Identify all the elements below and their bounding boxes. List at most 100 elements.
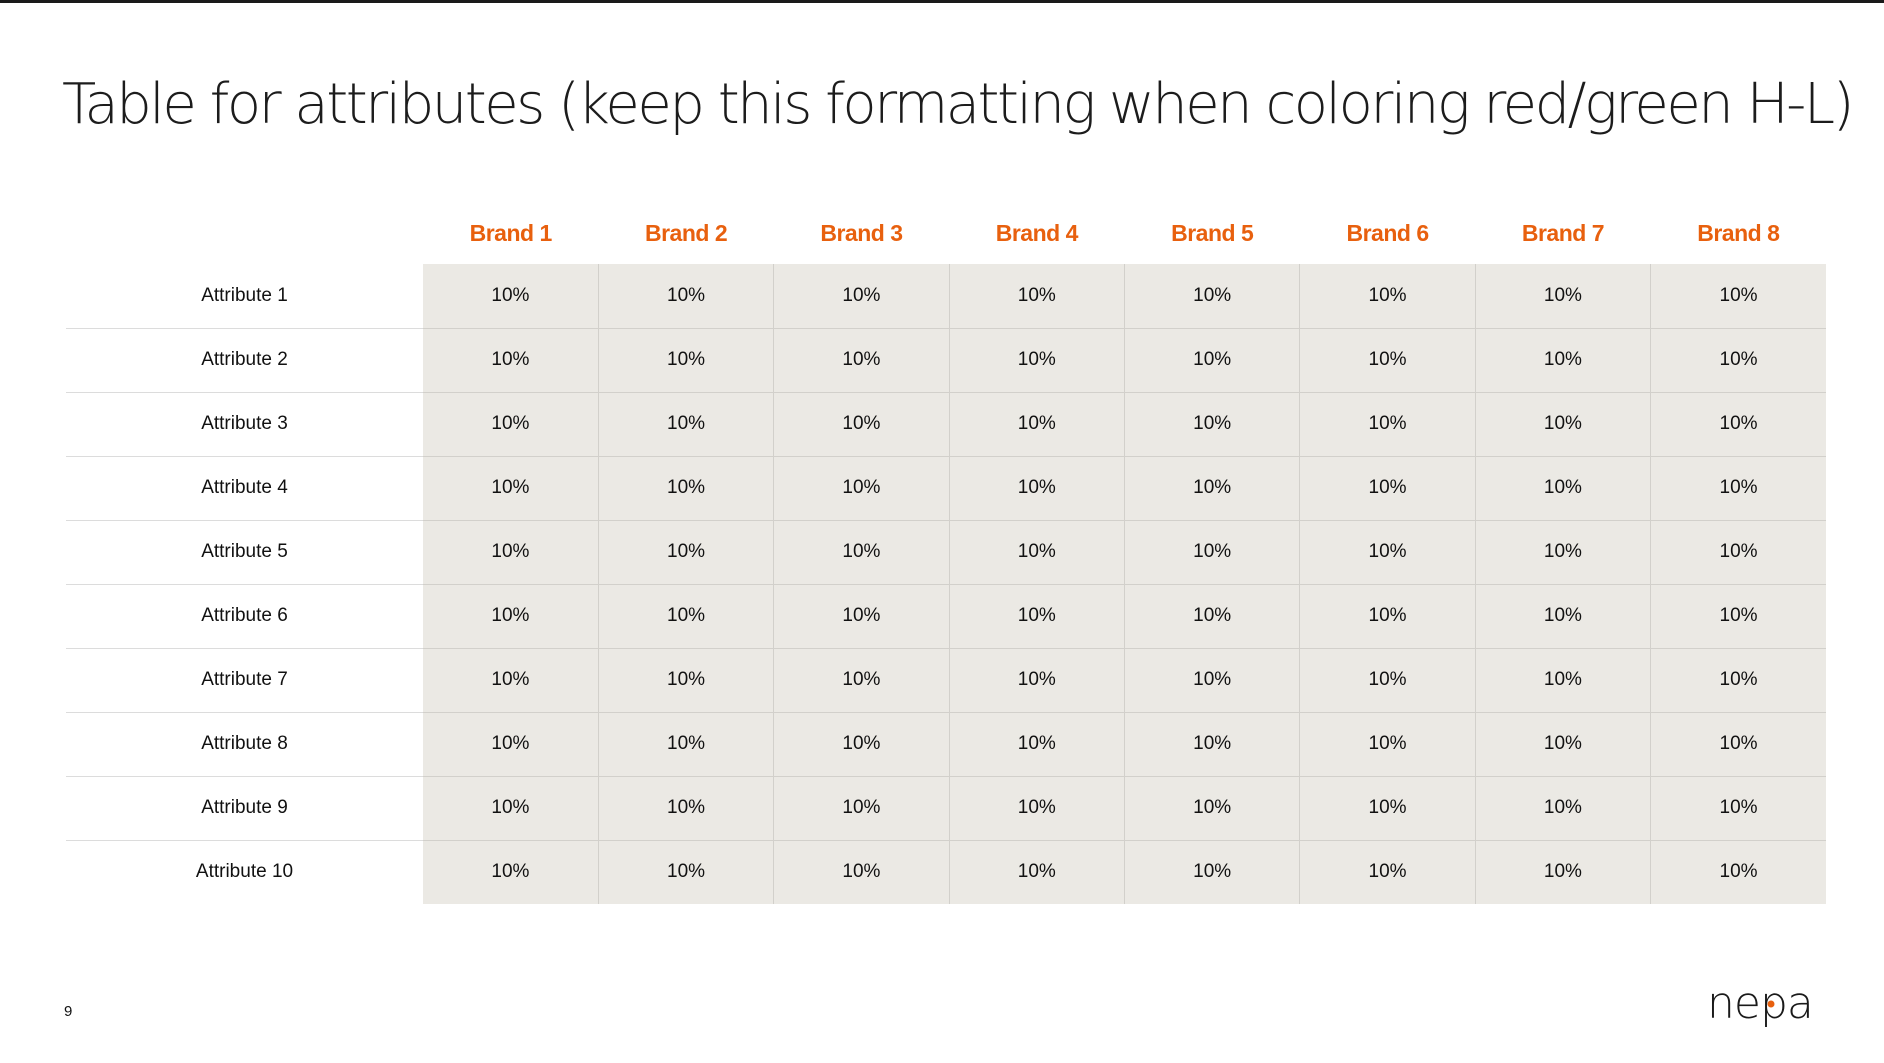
column-header-brand-6: Brand 6 xyxy=(1346,219,1429,246)
table-row: Attribute 8 10% 10% 10% 10% 10% 10% 10% … xyxy=(66,712,1826,777)
table-cell: 10% xyxy=(1650,840,1826,904)
row-label: Attribute 1 xyxy=(66,264,423,329)
table-cell: 10% xyxy=(597,520,774,585)
table-row: Attribute 1 10% 10% 10% 10% 10% 10% 10% … xyxy=(66,264,1826,329)
table-cell: 10% xyxy=(1299,264,1476,329)
table-cell: 10% xyxy=(597,712,774,777)
column-header-brand-2: Brand 2 xyxy=(644,219,728,246)
table-cell: 10% xyxy=(1474,584,1651,649)
nepa-logo: nepa xyxy=(1707,984,1814,1029)
table-row: Attribute 10 10% 10% 10% 10% 10% 10% 10%… xyxy=(66,840,1826,904)
table-cell: 10% xyxy=(1650,328,1826,393)
table-cell: 10% xyxy=(1474,328,1651,393)
table-cell: 10% xyxy=(948,776,1125,841)
table-cell: 10% xyxy=(773,648,950,713)
table-cell: 10% xyxy=(423,776,599,841)
table-cell: 10% xyxy=(423,840,599,904)
table-cell: 10% xyxy=(948,328,1125,393)
table-cell: 10% xyxy=(948,392,1125,457)
table-cell: 10% xyxy=(1123,712,1300,777)
table-cell: 10% xyxy=(1299,584,1476,649)
logo-dot xyxy=(1767,1000,1775,1008)
table-cell: 10% xyxy=(423,520,599,585)
table-cell: 10% xyxy=(423,584,599,649)
logo-text: nepa xyxy=(1707,984,1813,1029)
table-row: Attribute 9 10% 10% 10% 10% 10% 10% 10% … xyxy=(66,776,1826,841)
table-cell: 10% xyxy=(1299,520,1476,585)
table-cell: 10% xyxy=(1650,584,1826,649)
table-cell: 10% xyxy=(597,840,774,904)
row-label: Attribute 6 xyxy=(66,584,423,649)
column-header-brand-7: Brand 7 xyxy=(1521,219,1605,246)
table-cell: 10% xyxy=(597,648,774,713)
column-header-brand-3: Brand 3 xyxy=(820,219,903,246)
table-cell: 10% xyxy=(423,456,599,521)
top-rule xyxy=(0,0,1884,3)
table-cell: 10% xyxy=(1123,392,1300,457)
column-header-brand-4: Brand 4 xyxy=(995,219,1079,246)
row-label: Attribute 10 xyxy=(195,861,294,883)
table-cell: 10% xyxy=(773,392,950,457)
table-row: Attribute 2 10% 10% 10% 10% 10% 10% 10% … xyxy=(66,328,1826,393)
table-cell: 10% xyxy=(1299,392,1476,457)
attribute-table: Brand 1 Brand 2 Brand 3 Brand 4 Brand 5 … xyxy=(66,202,1826,904)
table-cell: 10% xyxy=(948,264,1125,329)
header-row: Brand 1 Brand 2 Brand 3 Brand 4 Brand 5 … xyxy=(66,202,1826,264)
table-cell: 10% xyxy=(1474,648,1651,713)
table-cell: 10% xyxy=(948,648,1125,713)
row-label: Attribute 5 xyxy=(66,520,423,585)
table-cell: 10% xyxy=(1123,840,1300,904)
row-label: Attribute 4 xyxy=(66,456,423,521)
table-cell: 10% xyxy=(423,392,599,457)
table-cell: 10% xyxy=(1650,456,1826,521)
table-cell: 10% xyxy=(948,456,1125,521)
table-cell: 10% xyxy=(1474,520,1651,585)
table-cell: 10% xyxy=(948,584,1125,649)
table-cell: 10% xyxy=(773,712,950,777)
table-row: Attribute 5 10% 10% 10% 10% 10% 10% 10% … xyxy=(66,520,1826,585)
table-cell: 10% xyxy=(1123,456,1300,521)
table-row: Attribute 7 10% 10% 10% 10% 10% 10% 10% … xyxy=(66,648,1826,713)
table-cell: 10% xyxy=(597,328,774,393)
table-cell: 10% xyxy=(1650,776,1826,841)
table-cell: 10% xyxy=(1474,456,1651,521)
table-cell: 10% xyxy=(1650,648,1826,713)
table-cell: 10% xyxy=(1650,264,1826,329)
table-cell: 10% xyxy=(1299,840,1476,904)
table-row: Attribute 6 10% 10% 10% 10% 10% 10% 10% … xyxy=(66,584,1826,649)
table-cell: 10% xyxy=(773,264,950,329)
table-cell: 10% xyxy=(948,712,1125,777)
table-cell: 10% xyxy=(597,776,774,841)
table-cell: 10% xyxy=(773,776,950,841)
table-cell: 10% xyxy=(1299,776,1476,841)
row-label: Attribute 2 xyxy=(66,328,423,393)
row-label: Attribute 9 xyxy=(66,776,423,841)
table-cell: 10% xyxy=(773,520,950,585)
slide-title: Table for attributes (keep this formatti… xyxy=(62,72,1854,137)
row-label: Attribute 3 xyxy=(66,392,423,457)
table-cell: 10% xyxy=(1123,264,1300,329)
table-cell: 10% xyxy=(597,264,774,329)
header-corner-cell xyxy=(66,202,423,264)
table-cell: 10% xyxy=(423,648,599,713)
table-row: Attribute 3 10% 10% 10% 10% 10% 10% 10% … xyxy=(66,392,1826,457)
page-number: 9 xyxy=(64,1003,73,1020)
table-cell: 10% xyxy=(1123,776,1300,841)
table-cell: 10% xyxy=(773,584,950,649)
table-row: Attribute 4 10% 10% 10% 10% 10% 10% 10% … xyxy=(66,456,1826,521)
row-label: Attribute 7 xyxy=(66,648,423,713)
table-cell: 10% xyxy=(1123,584,1300,649)
table-cell: 10% xyxy=(1650,392,1826,457)
row-label: Attribute 8 xyxy=(66,712,423,777)
column-header-brand-8: Brand 8 xyxy=(1697,219,1780,246)
table-cell: 10% xyxy=(597,456,774,521)
table-cell: 10% xyxy=(1299,328,1476,393)
table-cell: 10% xyxy=(1474,264,1651,329)
table-cell: 10% xyxy=(773,328,950,393)
table-cell: 10% xyxy=(1299,712,1476,777)
column-header-brand-1: Brand 1 xyxy=(469,219,553,246)
table-cell: 10% xyxy=(423,264,599,329)
table-cell: 10% xyxy=(1474,776,1651,841)
table-cell: 10% xyxy=(1474,840,1651,904)
table-cell: 10% xyxy=(597,584,774,649)
